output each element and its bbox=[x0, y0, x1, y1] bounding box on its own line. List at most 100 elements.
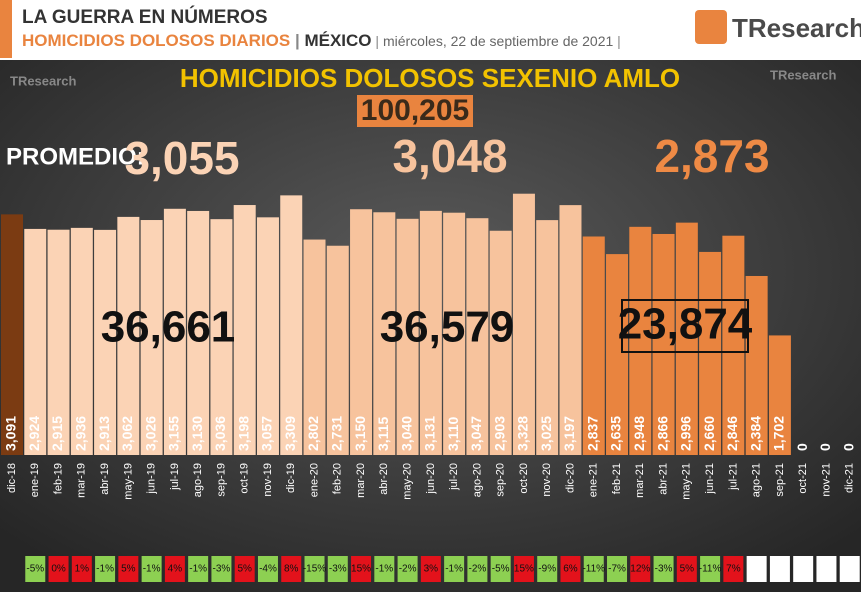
change-label: 15% bbox=[514, 564, 534, 575]
bar bbox=[303, 239, 326, 455]
x-tick-label: nov-20 bbox=[541, 463, 553, 497]
change-label: -11% bbox=[582, 564, 605, 575]
x-tick-label: nov-21 bbox=[820, 463, 832, 497]
change-label: -15% bbox=[303, 564, 326, 575]
change-cell bbox=[164, 556, 185, 582]
change-cell bbox=[327, 556, 348, 582]
change-label: -2% bbox=[399, 564, 417, 575]
bar bbox=[419, 210, 442, 455]
x-tick-label: dic-18 bbox=[6, 463, 18, 493]
x-tick-label: jul-21 bbox=[727, 463, 739, 491]
value-label: 3,115 bbox=[375, 417, 391, 451]
change-cell bbox=[48, 556, 69, 582]
change-cell bbox=[467, 556, 488, 582]
bar bbox=[256, 217, 279, 455]
x-tick-label: feb-20 bbox=[332, 463, 344, 494]
group-total: 36,661 bbox=[101, 303, 236, 352]
x-tick-label: sep-21 bbox=[774, 463, 786, 497]
bar bbox=[466, 218, 489, 455]
change-cell bbox=[490, 556, 511, 582]
x-tick-label: may-21 bbox=[681, 463, 693, 500]
change-cell bbox=[351, 556, 372, 582]
bar bbox=[94, 229, 117, 455]
change-cell bbox=[397, 556, 418, 582]
change-label: 15% bbox=[351, 564, 371, 575]
bar bbox=[722, 235, 745, 455]
change-cell bbox=[420, 556, 441, 582]
empty-cell bbox=[746, 556, 767, 582]
change-cell bbox=[95, 556, 116, 582]
bar bbox=[699, 251, 722, 455]
x-tick-label: ene-21 bbox=[588, 463, 600, 497]
x-tick-label: ago-20 bbox=[471, 463, 483, 497]
change-label: -9% bbox=[538, 564, 556, 575]
bar bbox=[187, 210, 210, 455]
x-tick-label: jul-19 bbox=[169, 463, 181, 491]
value-label: 2,936 bbox=[73, 416, 89, 451]
empty-cell bbox=[793, 556, 814, 582]
x-tick-label: ene-20 bbox=[308, 463, 320, 497]
change-cell bbox=[653, 556, 674, 582]
change-label: 4% bbox=[168, 564, 183, 575]
value-label: 2,866 bbox=[654, 416, 670, 451]
value-label: 2,635 bbox=[608, 416, 624, 451]
value-label: 3,025 bbox=[538, 416, 554, 451]
x-tick-label: may-20 bbox=[401, 463, 413, 500]
average-caption: PROMEDIO: bbox=[6, 143, 145, 170]
value-label: 2,948 bbox=[631, 416, 647, 451]
change-cell bbox=[141, 556, 162, 582]
value-label: 3,197 bbox=[561, 416, 577, 451]
value-label: 3,057 bbox=[259, 416, 275, 451]
x-tick-label: feb-21 bbox=[611, 463, 623, 494]
value-label: 2,846 bbox=[724, 416, 740, 451]
bar bbox=[675, 222, 698, 455]
change-cell bbox=[374, 556, 395, 582]
change-label: 7% bbox=[726, 564, 741, 575]
change-label: -4% bbox=[259, 564, 277, 575]
x-tick-label: oct-21 bbox=[797, 463, 809, 494]
bar bbox=[117, 216, 140, 455]
bar bbox=[559, 205, 582, 455]
group-box bbox=[621, 299, 749, 353]
x-tick-label: jun-21 bbox=[704, 463, 716, 495]
total: 100,205 bbox=[361, 94, 469, 127]
change-label: -1% bbox=[189, 564, 207, 575]
header-accent bbox=[0, 0, 12, 58]
bar bbox=[280, 195, 303, 456]
change-cell bbox=[281, 556, 302, 582]
x-tick-label: abr-19 bbox=[99, 463, 111, 495]
value-label: 3,110 bbox=[445, 417, 461, 451]
value-label: 3,062 bbox=[119, 416, 135, 451]
value-label: 2,731 bbox=[328, 416, 344, 451]
x-tick-label: ene-19 bbox=[29, 463, 41, 497]
change-label: 5% bbox=[680, 564, 695, 575]
logo-icon bbox=[695, 10, 727, 44]
value-label: 2,802 bbox=[305, 416, 321, 451]
x-tick-label: abr-20 bbox=[378, 463, 390, 495]
x-tick-label: jul-20 bbox=[448, 463, 460, 491]
x-tick-label: may-19 bbox=[122, 463, 134, 500]
value-label: 3,036 bbox=[212, 416, 228, 451]
change-cell bbox=[560, 556, 581, 582]
change-label: -1% bbox=[375, 564, 393, 575]
value-label: 0 bbox=[840, 443, 856, 451]
watermark: TResearch bbox=[770, 67, 837, 82]
average: 2,873 bbox=[654, 130, 769, 182]
value-label: 3,328 bbox=[515, 416, 531, 451]
change-label: 6% bbox=[563, 564, 578, 575]
bar bbox=[443, 212, 466, 455]
date: miércoles, 22 de septiembre de 2021 bbox=[383, 33, 614, 49]
change-cell bbox=[630, 556, 651, 582]
bar bbox=[70, 227, 93, 455]
change-cell bbox=[513, 556, 534, 582]
value-label: 3,047 bbox=[468, 416, 484, 451]
bar bbox=[396, 218, 419, 455]
value-label: 3,091 bbox=[3, 416, 19, 451]
bar bbox=[233, 205, 256, 455]
chart-title: HOMICIDIOS DOLOSOS SEXENIO AMLO bbox=[180, 63, 680, 93]
value-label: 3,026 bbox=[142, 416, 158, 451]
bar bbox=[350, 209, 373, 455]
bar bbox=[47, 229, 70, 455]
change-label: -1% bbox=[445, 564, 463, 575]
change-cell bbox=[583, 556, 604, 582]
